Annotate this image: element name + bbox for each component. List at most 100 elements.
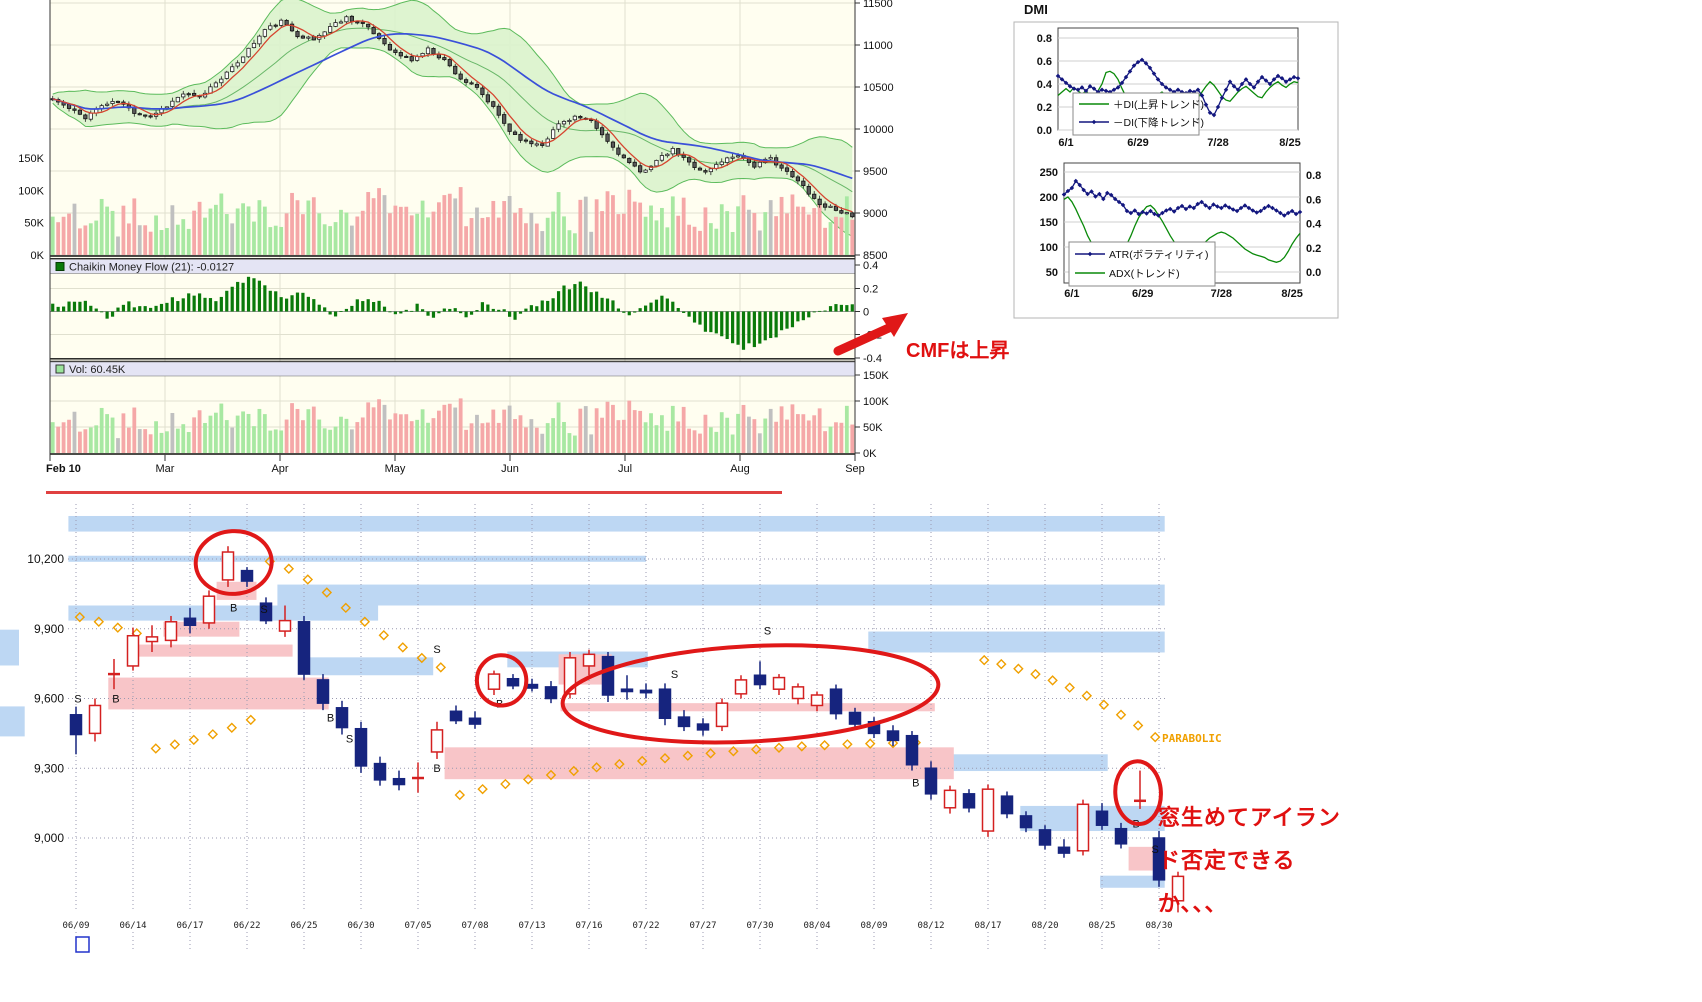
svg-text:0K: 0K [31,250,45,262]
svg-text:10,200: 10,200 [27,552,64,566]
svg-text:08/09: 08/09 [860,921,887,931]
svg-text:Feb 10: Feb 10 [46,463,81,475]
svg-text:06/25: 06/25 [290,921,317,931]
svg-text:06/30: 06/30 [347,921,374,931]
svg-text:-0.4: -0.4 [863,353,882,365]
parabolic-label: PARABOLIC [1162,732,1222,745]
svg-text:7/28: 7/28 [1211,288,1232,300]
svg-text:100K: 100K [863,396,889,408]
svg-text:150: 150 [1040,217,1058,229]
svg-text:ADX(トレンド): ADX(トレンド) [1109,268,1180,280]
svg-text:07/13: 07/13 [518,921,545,931]
chart-divider-line [46,491,782,494]
svg-text:8/25: 8/25 [1281,288,1302,300]
svg-text:9,900: 9,900 [34,622,64,636]
svg-text:08/04: 08/04 [803,921,830,931]
svg-text:0.0: 0.0 [1037,125,1052,137]
svg-text:0.4: 0.4 [1037,79,1053,91]
svg-text:08/12: 08/12 [917,921,944,931]
svg-text:0.2: 0.2 [1306,243,1321,255]
svg-text:0.4: 0.4 [863,260,878,272]
dmi-title: DMI [1024,2,1048,17]
svg-text:6/29: 6/29 [1127,137,1148,149]
svg-text:0.8: 0.8 [1037,33,1052,45]
svg-text:50K: 50K [863,422,883,434]
svg-text:Aug: Aug [730,463,750,475]
svg-text:S: S [1152,844,1159,856]
svg-text:07/22: 07/22 [632,921,659,931]
svg-text:150K: 150K [18,153,44,165]
svg-text:B: B [230,602,237,614]
svg-text:08/20: 08/20 [1031,921,1058,931]
svg-text:9500: 9500 [863,166,887,178]
svg-text:6/1: 6/1 [1058,137,1073,149]
svg-text:07/30: 07/30 [746,921,773,931]
svg-text:6/29: 6/29 [1132,288,1153,300]
svg-text:S: S [74,694,81,706]
svg-text:May: May [385,463,406,475]
svg-text:10500: 10500 [863,82,894,94]
svg-text:0K: 0K [863,448,877,460]
svg-text:B: B [327,713,334,725]
svg-text:＋DI(上昇トレンド): ＋DI(上昇トレンド) [1113,99,1204,111]
svg-text:Chaikin Money Flow (21): -0.01: Chaikin Money Flow (21): -0.0127 [69,262,234,274]
island-note-line-2: ド否定できる [1158,848,1296,873]
island-note-line-1: 窓生めてアイラン [1158,805,1341,830]
svg-text:9,300: 9,300 [34,761,64,775]
island-note-line-3: か、、、 [1158,891,1228,916]
svg-text:0.4: 0.4 [1306,219,1322,231]
svg-text:B: B [112,694,119,706]
svg-text:Jul: Jul [618,463,632,475]
svg-text:250: 250 [1040,167,1058,179]
daily-candlestick-chart: 06/09 06/14 06/17 06/22 06/25 06/30 07/05 07/08… [0,504,1185,953]
svg-text:07/05: 07/05 [404,921,431,931]
svg-text:0.6: 0.6 [1306,194,1321,206]
svg-text:6/1: 6/1 [1064,288,1079,300]
svg-text:50K: 50K [24,218,44,230]
svg-text:Jun: Jun [501,463,519,475]
svg-text:06/22: 06/22 [233,921,260,931]
svg-text:S: S [433,644,440,656]
svg-text:0.0: 0.0 [1306,267,1321,279]
svg-text:8/25: 8/25 [1279,137,1300,149]
svg-text:Vol: 60.45K: Vol: 60.45K [69,364,126,376]
svg-text:－DI(下降トレンド): －DI(下降トレンド) [1113,116,1204,129]
svg-text:11500: 11500 [863,0,893,10]
svg-text:B: B [433,763,440,775]
svg-text:50: 50 [1046,267,1058,279]
svg-text:0: 0 [863,307,869,319]
svg-text:0.2: 0.2 [1037,102,1052,114]
svg-text:Sep: Sep [845,463,865,475]
svg-text:Apr: Apr [271,463,288,475]
svg-text:06/14: 06/14 [119,921,146,931]
svg-text:0.6: 0.6 [1037,56,1052,68]
svg-text:08/17: 08/17 [974,921,1001,931]
svg-text:06/09: 06/09 [62,921,89,931]
svg-text:200: 200 [1040,192,1058,204]
svg-text:11000: 11000 [863,40,893,52]
svg-text:0.2: 0.2 [863,284,878,296]
svg-text:06/17: 06/17 [176,921,203,931]
main-price-chart: Chaikin Money Flow (21): -0.0127 Vol: 60.… [18,0,908,475]
svg-text:S: S [346,733,353,745]
svg-text:100: 100 [1040,242,1058,254]
svg-text:7/28: 7/28 [1207,137,1228,149]
svg-text:10000: 10000 [863,124,894,136]
svg-text:150K: 150K [863,370,889,382]
svg-text:ATR(ボラティリティ): ATR(ボラティリティ) [1109,249,1208,261]
svg-text:100K: 100K [18,185,44,197]
svg-text:8500: 8500 [863,250,887,262]
svg-text:07/08: 07/08 [461,921,488,931]
svg-text:9000: 9000 [863,208,887,220]
svg-text:Mar: Mar [156,463,175,475]
dmi-indicator-panels: 0.8 0.6 0.4 0.2 0.0 6/1 6/29 7/28 8/25 ＋DI(上昇トレンド… [1013,21,1339,319]
svg-text:07/16: 07/16 [575,921,602,931]
svg-text:S: S [260,604,267,616]
svg-text:B: B [912,778,919,790]
cmf-annotation: CMFは上昇 [906,340,1010,362]
svg-text:07/27: 07/27 [689,921,716,931]
svg-text:08/25: 08/25 [1088,921,1115,931]
svg-text:08/30: 08/30 [1145,921,1172,931]
svg-text:S: S [671,669,678,681]
